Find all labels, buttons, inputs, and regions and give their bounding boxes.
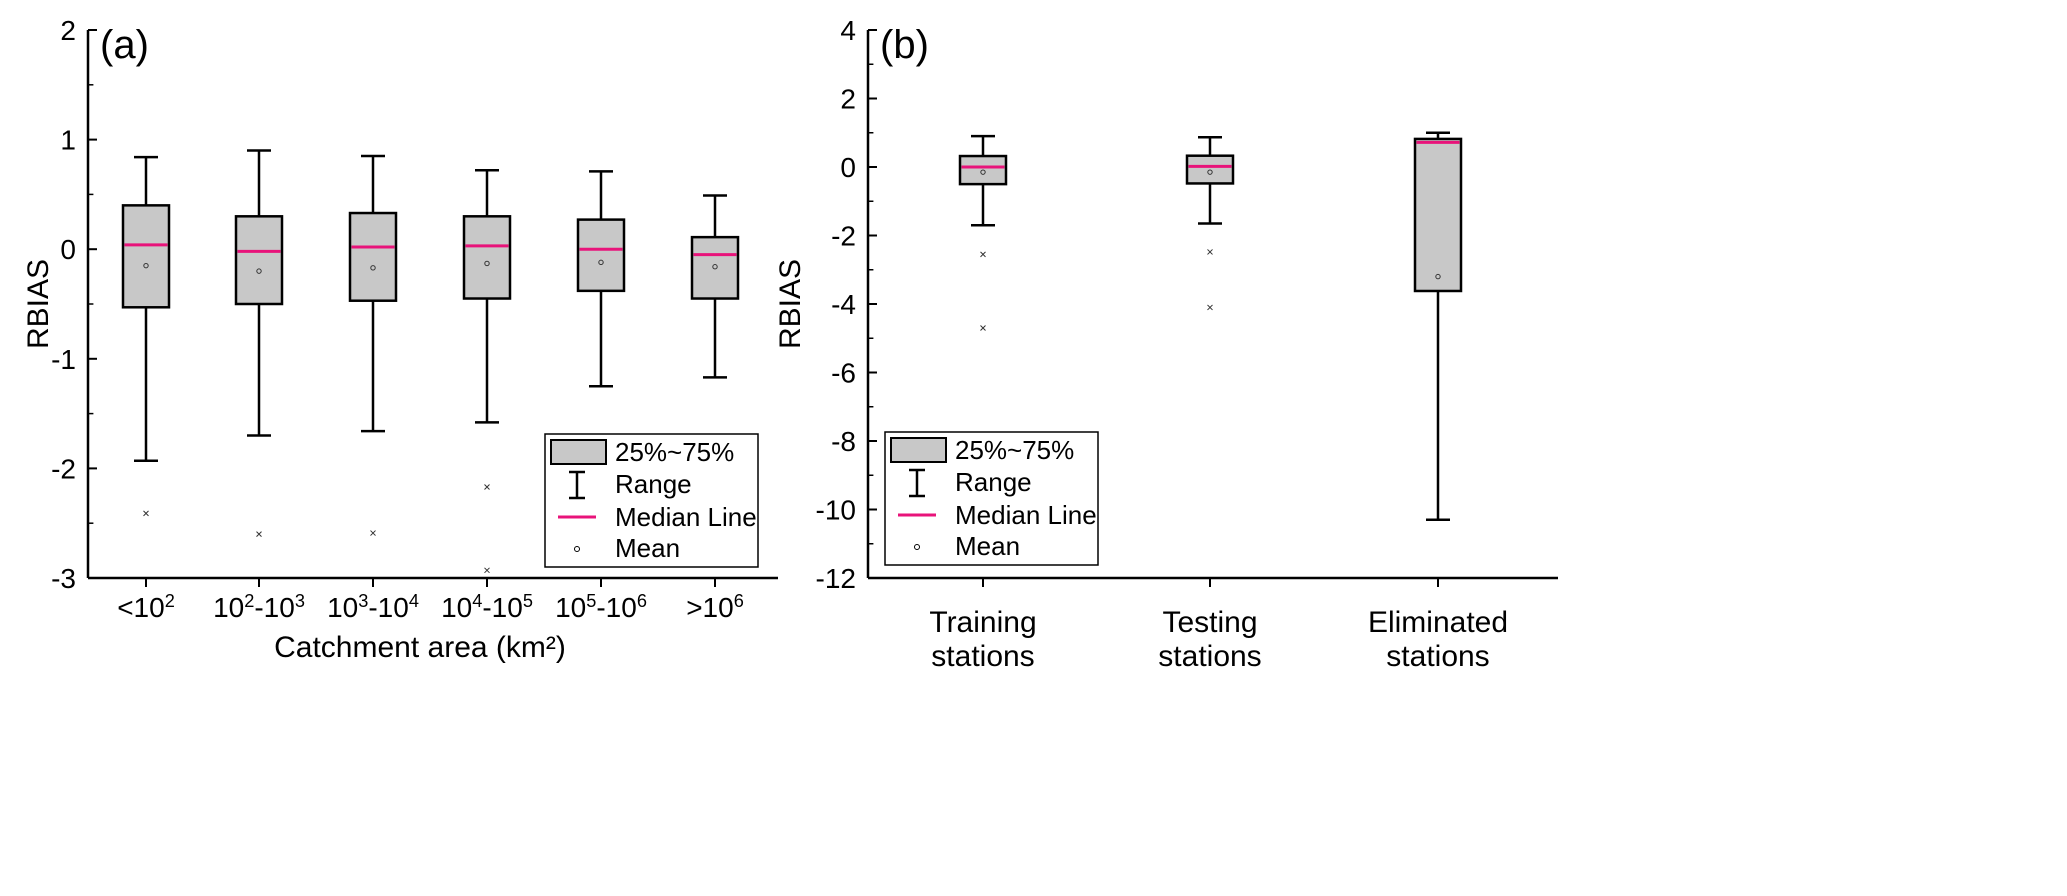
y-tick-label: 0	[60, 234, 76, 265]
outlier-marker	[256, 531, 262, 538]
box-5	[576, 170, 626, 388]
legend-mean-label: Mean	[615, 533, 680, 563]
outlier-marker	[143, 510, 149, 517]
panel-a-x-label: Catchment area (km²)	[274, 631, 566, 664]
y-tick-label: 2	[60, 15, 76, 46]
box-4	[462, 169, 512, 574]
mean-marker	[1207, 169, 1213, 175]
legend-range-swatch	[569, 470, 585, 500]
x-tick-label: Testing	[1162, 606, 1257, 639]
x-tick-label: Eliminated	[1368, 606, 1508, 639]
legend-box-swatch	[550, 439, 607, 465]
x-tick-label: 104-105	[441, 591, 533, 623]
box-3	[348, 154, 398, 536]
y-tick-label: -4	[831, 289, 856, 320]
legend-range-label: Range	[955, 467, 1032, 497]
panel-a: (a) RBIAS Catchment area (km²) -3 -2 -1 0 1 2…	[22, 15, 778, 664]
box-3	[1413, 131, 1463, 522]
y-tick-label: -12	[816, 563, 856, 594]
mean-marker	[598, 259, 604, 266]
panel-b-label: (b)	[880, 23, 929, 67]
y-tick-label: -6	[831, 358, 856, 389]
x-tick-label: >106	[686, 591, 744, 623]
legend-median-label: Median Line	[955, 500, 1097, 530]
legend-mean-label: Mean	[955, 531, 1020, 561]
x-tick-label: 103-104	[327, 591, 419, 623]
panel-a-y-label: RBIAS	[22, 259, 55, 349]
x-tick-label: stations	[931, 640, 1034, 673]
iqr-box	[462, 215, 512, 300]
legend-range-swatch	[909, 468, 925, 498]
mean-marker	[484, 260, 490, 267]
y-tick-label: -10	[816, 495, 856, 526]
x-tick-label: 102-103	[213, 591, 305, 623]
x-tick-label: stations	[1158, 640, 1261, 673]
panel-a-label: (a)	[100, 23, 149, 67]
iqr-box	[1413, 137, 1463, 293]
y-tick-label: 1	[60, 125, 76, 156]
outlier-marker	[1207, 304, 1213, 311]
panel-b-y-label: RBIAS	[774, 259, 807, 349]
y-tick-label: -2	[51, 453, 76, 484]
iqr-box	[576, 218, 626, 293]
legend-mean-swatch	[914, 544, 920, 550]
box-1	[958, 134, 1008, 331]
legend-median-label: Median Line	[615, 502, 757, 532]
box-1	[121, 155, 171, 517]
mean-marker	[143, 262, 149, 269]
mean-marker	[712, 264, 718, 270]
x-tick-label: Training	[929, 606, 1036, 639]
y-tick-label: -2	[831, 221, 856, 252]
y-tick-label: 4	[840, 15, 856, 46]
y-tick-label: -1	[51, 344, 76, 375]
panel-a-legend: 25%~75% Range Median Line Mean	[544, 433, 759, 568]
x-tick-label: stations	[1386, 640, 1489, 673]
outlier-marker	[484, 567, 490, 574]
mean-marker	[370, 265, 376, 271]
x-tick-label: 105-106	[555, 591, 647, 623]
mean-marker	[980, 169, 986, 175]
x-tick-label: <102	[117, 591, 175, 623]
iqr-box	[234, 215, 284, 306]
box-2	[1185, 135, 1235, 311]
iqr-box	[690, 235, 740, 300]
legend-box-swatch	[890, 437, 947, 463]
outlier-marker	[1207, 249, 1213, 255]
mean-marker	[256, 268, 262, 274]
outlier-marker	[484, 484, 490, 490]
panel-b-legend: 25%~75% Range Median Line Mean	[884, 431, 1099, 566]
outlier-marker	[980, 325, 986, 331]
mean-marker	[1435, 273, 1441, 280]
outlier-marker	[370, 530, 376, 536]
y-tick-label: 2	[840, 84, 856, 115]
legend-box-label: 25%~75%	[955, 435, 1074, 465]
y-tick-label: -3	[51, 563, 76, 594]
legend-mean-swatch	[574, 546, 580, 552]
outlier-marker	[980, 251, 986, 258]
box-2	[234, 149, 284, 538]
y-tick-label: -8	[831, 426, 856, 457]
legend-box-label: 25%~75%	[615, 437, 734, 467]
y-tick-label: 0	[840, 152, 856, 183]
box-6	[690, 194, 740, 379]
legend-range-label: Range	[615, 469, 692, 499]
iqr-box	[348, 211, 398, 302]
iqr-box	[121, 204, 171, 309]
